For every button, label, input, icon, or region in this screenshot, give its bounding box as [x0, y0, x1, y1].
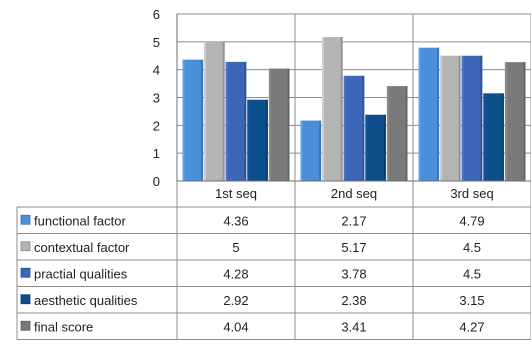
- bar-shadow: [362, 75, 365, 181]
- bar-shadow: [480, 55, 483, 181]
- bar-highlight: [343, 75, 346, 181]
- y-tick-label: 1: [153, 146, 160, 161]
- bar-highlight: [483, 93, 486, 181]
- bar: [343, 75, 365, 181]
- legend-entry: practial qualities: [34, 266, 128, 281]
- bar-highlight: [182, 59, 185, 181]
- bar: [386, 86, 408, 181]
- bar-highlight: [268, 68, 271, 181]
- bar: [247, 99, 268, 181]
- data-label: 5: [232, 240, 239, 255]
- x-tick-label: 2nd seq: [331, 186, 377, 201]
- bar-shadow: [340, 37, 343, 181]
- bar-highlight: [322, 37, 325, 181]
- bar-highlight: [247, 99, 250, 181]
- legend-key: [20, 267, 31, 278]
- y-tick-label: 2: [153, 118, 160, 133]
- bar-highlight: [300, 120, 303, 181]
- bar-shadow: [222, 41, 225, 182]
- data-label: 2.17: [341, 213, 366, 228]
- bar: [504, 62, 526, 181]
- data-label: 3.78: [341, 266, 366, 281]
- bar-highlight: [504, 62, 507, 181]
- bar-highlight: [386, 86, 389, 181]
- bar-highlight: [440, 55, 443, 181]
- x-tick-label: 3rd seq: [450, 186, 493, 201]
- bar-highlight: [461, 55, 464, 181]
- data-label: 4.36: [223, 213, 248, 228]
- data-label: 4.5: [463, 266, 481, 281]
- x-tick-label: 1st seq: [215, 186, 257, 201]
- bar: [204, 41, 225, 182]
- data-label: 3.15: [459, 293, 484, 308]
- y-tick-label: 5: [153, 35, 160, 50]
- bar: [365, 114, 386, 181]
- legend-key: [20, 241, 31, 252]
- data-label: 4.27: [459, 319, 484, 334]
- bar-shadow: [405, 86, 408, 181]
- bar: [461, 55, 483, 181]
- bar-shadow: [437, 47, 440, 182]
- bar-highlight: [418, 47, 421, 182]
- y-tick-label: 3: [153, 91, 160, 106]
- bar-highlight: [225, 61, 228, 181]
- y-tick-label: 0: [153, 174, 160, 189]
- legend-key: [20, 294, 31, 305]
- bar-shadow: [383, 114, 386, 181]
- y-tick-label: 4: [153, 63, 160, 78]
- legend-entry: contextual factor: [34, 240, 130, 255]
- bar-shadow: [265, 99, 268, 181]
- data-label: 4.79: [459, 213, 484, 228]
- bar-highlight: [365, 114, 368, 181]
- bar-shadow: [319, 120, 322, 181]
- data-label: 4.04: [223, 319, 248, 334]
- bar-shadow: [287, 68, 290, 181]
- legend-entry: aesthetic qualities: [34, 293, 138, 308]
- bar-shadow: [458, 55, 461, 181]
- bar-shadow: [523, 62, 526, 181]
- data-label: 2.38: [341, 293, 366, 308]
- data-label: 2.92: [223, 293, 248, 308]
- bar: [182, 59, 204, 181]
- data-label: 3.41: [341, 319, 366, 334]
- bar-highlight: [204, 41, 207, 182]
- data-label: 4.5: [463, 240, 481, 255]
- bar: [418, 47, 440, 182]
- legend-entry: final score: [34, 319, 93, 334]
- y-tick-label: 6: [153, 7, 160, 22]
- bar: [440, 55, 461, 181]
- bar: [268, 68, 290, 181]
- bar-shadow: [244, 61, 247, 181]
- bar: [300, 120, 322, 181]
- bar: [483, 93, 504, 181]
- legend-key: [20, 320, 31, 331]
- data-label: 5.17: [341, 240, 366, 255]
- bar-shadow: [201, 59, 204, 181]
- bar: [322, 37, 343, 181]
- legend-entry: functional factor: [34, 213, 126, 228]
- bar-shadow: [501, 93, 504, 181]
- data-label: 4.28: [223, 266, 248, 281]
- legend-key: [20, 214, 31, 225]
- bar: [225, 61, 247, 181]
